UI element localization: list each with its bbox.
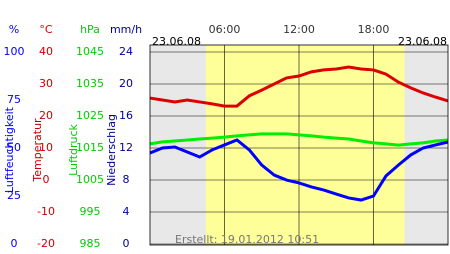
- data-line: [149, 65, 449, 108]
- y-tick-label: 0: [43, 173, 50, 186]
- y-tick-label: -20: [37, 237, 55, 250]
- y-tick-label: 0: [11, 237, 18, 250]
- axis-title: Niederschlag: [105, 114, 118, 186]
- y-tick-label: 10: [39, 141, 53, 154]
- data-line: [149, 132, 449, 147]
- y-tick-label: 1015: [76, 141, 104, 154]
- y-tick-label: 30: [39, 77, 53, 90]
- y-tick-label: 0: [123, 237, 130, 250]
- y-tick-label: 40: [39, 45, 53, 58]
- y-tick-label: 1025: [76, 109, 104, 122]
- y-tick-label: -10: [37, 205, 55, 218]
- y-tick-label: 75: [7, 93, 21, 106]
- y-tick-label: 995: [80, 205, 101, 218]
- y-tick-label: 25: [7, 189, 21, 202]
- y-tick-label: 1005: [76, 173, 104, 186]
- y-tick-label: 20: [119, 77, 133, 90]
- y-tick-label: 24: [119, 45, 133, 58]
- axis-title: Temperatur: [31, 118, 44, 183]
- daylight: [205, 45, 405, 245]
- axis-unit: mm/h: [110, 23, 142, 36]
- y-tick-label: 1035: [76, 77, 104, 90]
- x-tick-label: 06:00: [209, 23, 241, 36]
- plot-frame: [149, 44, 449, 246]
- data-line: [149, 138, 449, 202]
- y-tick-label: 8: [123, 173, 130, 186]
- y-tick-label: 12: [119, 141, 133, 154]
- x-tick-label: 18:00: [358, 23, 390, 36]
- y-tick-label: 50: [7, 141, 21, 154]
- axis-unit: %: [9, 23, 19, 36]
- y-tick-label: 985: [80, 237, 101, 250]
- x-tick-label: 12:00: [283, 23, 315, 36]
- footer: Erstellt: 19.01.2012 10:51: [175, 233, 319, 246]
- axis-unit: hPa: [80, 23, 100, 36]
- axis-title: Luftdruck: [67, 123, 80, 175]
- y-tick-label: 4: [123, 205, 130, 218]
- y-tick-label: 20: [39, 109, 53, 122]
- axis-unit: °C: [39, 23, 53, 36]
- axis-title: Luftfeuchtigkeit: [3, 106, 16, 193]
- y-tick-label: 100: [4, 45, 25, 58]
- y-tick-label: 1045: [76, 45, 104, 58]
- y-tick-label: 16: [119, 109, 133, 122]
